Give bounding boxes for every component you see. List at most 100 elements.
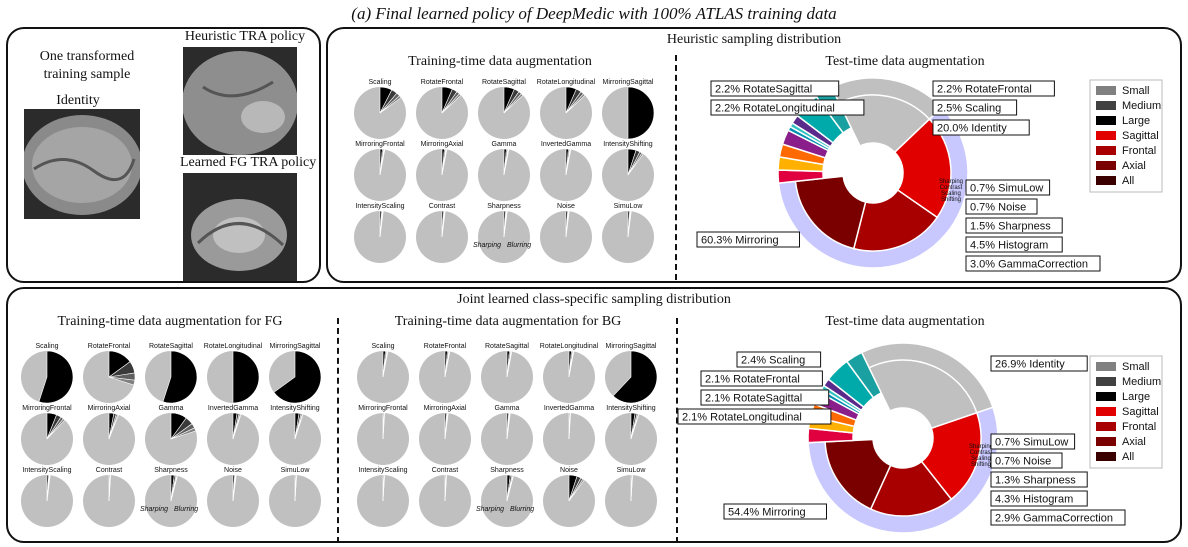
pie-wedge-bg-9-3 xyxy=(630,413,640,440)
legend-swatch-top-2 xyxy=(1096,116,1116,125)
pie-label-fg-4: MirroringSagittal xyxy=(270,343,321,350)
legend-swatch-top-5 xyxy=(1096,161,1116,170)
pie-label-fg-12: Sharpness xyxy=(154,467,188,474)
legend-swatch-bot-6 xyxy=(1096,452,1116,461)
pie-wedge-fg-8-3 xyxy=(232,413,242,440)
pie-wedge-fg-10-3 xyxy=(46,474,51,502)
one-sample-label: One transformed training sample xyxy=(39,49,135,82)
legend-swatch-bot-2 xyxy=(1096,392,1116,401)
pie-wedge-fg-1-3 xyxy=(108,376,136,386)
pie-wedge-fg-4 xyxy=(273,350,322,404)
donut-inner-identity-bot xyxy=(868,359,978,430)
legend-label-top-6: All xyxy=(1122,175,1134,187)
pie-label-bg-5: MirroringFrontal xyxy=(358,405,408,412)
bot-right-label-3: 4.3% Histogram xyxy=(995,494,1073,506)
legend-label-bot-2: Large xyxy=(1122,391,1150,403)
legend-swatch-top-3 xyxy=(1096,131,1116,140)
sample-panel: One transformed training sample Identity… xyxy=(6,27,321,283)
pie-label-heur-5: MirroringFrontal xyxy=(355,141,405,148)
pie-wedge-fg-13-3 xyxy=(232,474,237,502)
bot-left-label-0: 2.4% Scaling xyxy=(741,355,805,367)
pie-label-fg-2: RotateSagittal xyxy=(149,343,193,350)
pie-wedge-heur-2-3 xyxy=(503,93,524,114)
joint-test-title: Test-time data augmentation xyxy=(825,314,985,329)
top-right-low-label-2-box xyxy=(965,217,1063,234)
bot-left-label-0-box xyxy=(736,351,822,368)
pie-label-fg-5: MirroringFrontal xyxy=(22,405,72,412)
top-left-label-0: 2.2% RotateSagittal xyxy=(715,84,812,96)
pie-wedge-fg-7-3 xyxy=(170,427,197,440)
legend-label-bot-1: Medium xyxy=(1122,376,1161,388)
donut-inner-text-bot-3: Shifting xyxy=(971,462,991,468)
pie-wedge-bg-10-3 xyxy=(382,474,385,502)
pie-label-heur-12: Sharpness xyxy=(487,203,521,210)
bot-right-label-0: 0.7% SimuLow xyxy=(995,437,1068,449)
pie-wedge-heur-9-3 xyxy=(627,152,644,176)
pie-wedge-fg-11-3 xyxy=(108,474,111,502)
pie-wedge-bg-8-3 xyxy=(568,412,571,440)
pie-wedge-bg-0-3 xyxy=(382,351,389,378)
blurring-label-bg: Blurring xyxy=(510,506,534,513)
bg-train-title: Training-time data augmentation for BG xyxy=(394,314,622,329)
donut-inner-text-bot-2: Scaling xyxy=(971,456,991,462)
donut-inner-top-2 xyxy=(794,175,867,250)
top-right-label-0-box xyxy=(932,80,1055,97)
pie-label-heur-4: MirroringSagittal xyxy=(603,79,654,86)
divider-bottom-1 xyxy=(337,318,339,543)
donut-hole-bot xyxy=(875,410,931,466)
top-mirroring-label: 60.3% Mirroring xyxy=(701,235,779,247)
top-right-label-2-box xyxy=(932,119,1030,136)
pie-label-heur-9: IntensityShifting xyxy=(603,141,653,148)
pie-label-bg-10: IntensityScaling xyxy=(358,467,407,474)
pie-wedge-bg-1-3 xyxy=(444,351,451,378)
donut-outer-bot-10 xyxy=(845,351,883,399)
legend-label-bot-0: Small xyxy=(1122,361,1150,373)
joint-panel-title: Joint learned class-specific sampling di… xyxy=(457,292,731,307)
pie-label-fg-9: IntensityShifting xyxy=(270,405,320,412)
pie-wedge-bg-4 xyxy=(612,350,658,404)
blurring-label-fg: Blurring xyxy=(174,506,198,513)
pie-wedge-heur-3-3 xyxy=(565,93,586,114)
pie-wedge-fg-5-3 xyxy=(46,418,66,440)
top-left-label-0-box xyxy=(710,80,840,97)
legend-swatch-bot-3 xyxy=(1096,407,1116,416)
pie-wedge-heur-12-3 xyxy=(503,210,508,238)
legend-label-bot-5: Axial xyxy=(1122,436,1146,448)
pie-wedge-fg-14-3 xyxy=(294,474,297,502)
pie-wedge-heur-13-3 xyxy=(565,210,570,238)
legend-label-top-4: Frontal xyxy=(1122,145,1156,157)
bot-mirroring-label: 54.4% Mirroring xyxy=(728,507,806,519)
bot-right-label-1: 0.7% Noise xyxy=(995,456,1051,468)
heuristic-test-title: Test-time data augmentation xyxy=(825,54,985,69)
pie-label-heur-14: SimuLow xyxy=(614,203,644,210)
donut-inner-text-bot-0: Sharping xyxy=(969,444,993,450)
pie-wedge-heur-1-3 xyxy=(441,93,462,114)
top-right-low-label-0-box xyxy=(965,179,1051,196)
bot-left-label-2: 2.1% RotateSagittal xyxy=(705,393,802,405)
bot-right-label-1-box xyxy=(990,452,1063,469)
pie-wedge-fg-2 xyxy=(162,350,198,404)
bot-right-label-3-box xyxy=(990,490,1088,507)
bot-right-label-2-box xyxy=(990,471,1088,488)
top-right-label-1: 2.5% Scaling xyxy=(937,103,1001,115)
top-right-low-label-4: 3.0% GammaCorrection xyxy=(970,259,1088,271)
donut-inner-top-0 xyxy=(893,118,952,219)
legend-swatch-top-4 xyxy=(1096,146,1116,155)
donut-inner-text-top-3: Shifting xyxy=(941,197,961,203)
pie-wedge-bg-7-3 xyxy=(506,412,511,440)
bot-right-label-0-box xyxy=(990,433,1076,450)
identity-brain-image xyxy=(24,109,140,219)
bot-left-label-1: 2.1% RotateFrontal xyxy=(705,374,800,386)
pie-label-heur-0: Scaling xyxy=(369,79,392,86)
pie-wedge-heur-14-3 xyxy=(627,210,632,238)
pie-label-heur-3: RotateLongitudinal xyxy=(537,79,596,86)
top-right-low-label-3-box xyxy=(965,236,1063,253)
top-right-label-1-box xyxy=(932,99,1018,116)
pie-label-heur-8: InvertedGamma xyxy=(541,141,591,148)
bot-left-label-3: 2.1% RotateLongitudinal xyxy=(682,412,802,424)
pie-wedge-fg-9-3 xyxy=(294,413,304,440)
pie-label-bg-2: RotateSagittal xyxy=(485,343,529,350)
pie-label-bg-0: Scaling xyxy=(372,343,395,350)
figure-title: (a) Final learned policy of DeepMedic wi… xyxy=(351,4,837,23)
